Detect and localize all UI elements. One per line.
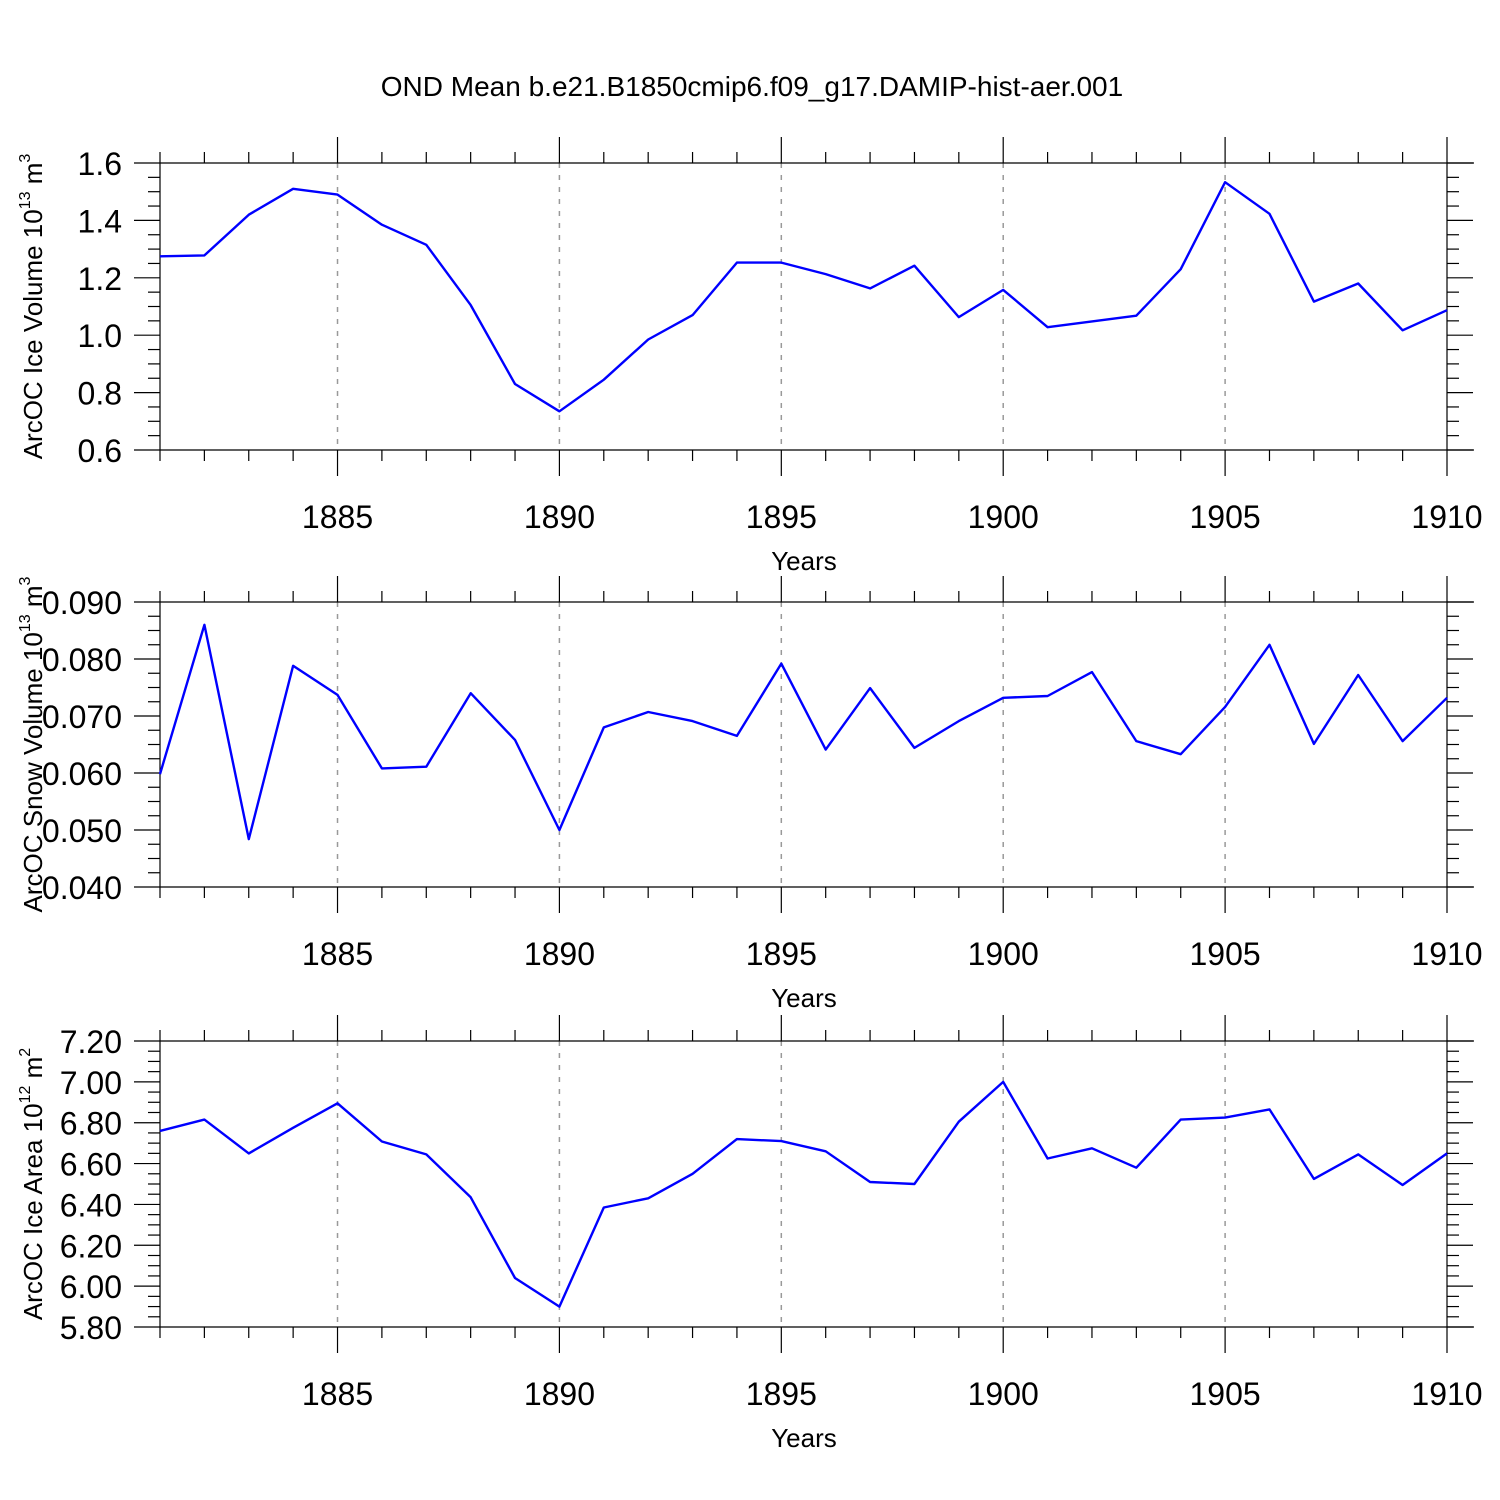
- y-axis-label-text: ArcOC Ice Area 10: [18, 1103, 48, 1320]
- x-tick-label: 1905: [1190, 1376, 1261, 1412]
- y-axis-label-text: ArcOC Snow Volume 10: [18, 632, 48, 912]
- x-axis-label: Years: [771, 1423, 837, 1453]
- series-line-ice-volume: [159, 180, 1448, 413]
- panel-ice-area: 1885 1890 1895 1900 1905 1910 5.80 6.00 6.20 6.40…: [17, 1015, 1483, 1453]
- y-tick-label: 1.0: [78, 318, 122, 354]
- y-tick-label: 0.070: [42, 699, 122, 735]
- y-axis-label-unit-exponent: 3: [17, 154, 34, 163]
- y-axis-label-unit-exponent: 2: [17, 1048, 34, 1057]
- y-tick-label: 1.2: [78, 261, 122, 297]
- x-tick-label: 1885: [302, 1376, 373, 1412]
- y-axis-label: ArcOC Snow Volume 1013 m3: [17, 576, 48, 912]
- y-tick-label: 0.050: [42, 813, 122, 849]
- y-tick-label: 6.40: [60, 1187, 122, 1223]
- y-tick-label: 6.80: [60, 1106, 122, 1142]
- y-tick-label: 0.060: [42, 756, 122, 792]
- y-tick-label: 6.20: [60, 1228, 122, 1264]
- y-axis-label-unit: m: [18, 1057, 48, 1086]
- y-tick-label: 0.080: [42, 642, 122, 678]
- x-tick-label: 1890: [524, 1376, 595, 1412]
- x-tick-label: 1885: [302, 936, 373, 972]
- chart-title: OND Mean b.e21.B1850cmip6.f09_g17.DAMIP-…: [381, 71, 1123, 102]
- x-tick-label: 1910: [1411, 1376, 1482, 1412]
- x-tick-label: 1895: [746, 499, 817, 535]
- x-tick-label: 1900: [968, 936, 1039, 972]
- y-axis-label-text: ArcOC Ice Volume 10: [18, 209, 48, 459]
- y-tick-label: 1.4: [78, 203, 122, 239]
- x-tick-label: 1890: [524, 936, 595, 972]
- x-tick-label: 1895: [746, 1376, 817, 1412]
- y-tick-label: 0.090: [42, 585, 122, 621]
- y-axis-label-unit: m: [18, 163, 48, 192]
- y-tick-label: 1.6: [78, 146, 122, 182]
- x-axis-label: Years: [771, 983, 837, 1013]
- x-tick-label: 1885: [302, 499, 373, 535]
- y-axis-label-unit: m: [18, 585, 48, 614]
- x-tick-label: 1905: [1190, 499, 1261, 535]
- x-tick-label: 1890: [524, 499, 595, 535]
- y-tick-label: 5.80: [60, 1310, 122, 1346]
- y-tick-label: 0.6: [78, 433, 122, 469]
- x-tick-label: 1910: [1411, 936, 1482, 972]
- y-axis-label-exponent: 13: [17, 191, 34, 209]
- y-tick-label: 7.20: [60, 1024, 122, 1060]
- x-tick-label: 1900: [968, 1376, 1039, 1412]
- y-axis-label: ArcOC Ice Volume 1013 m3: [17, 154, 48, 460]
- panel-snow-volume: 1885 1890 1895 1900 1905 1910 0.040 0.050 0.060 0…: [17, 576, 1483, 1013]
- x-tick-label: 1895: [746, 936, 817, 972]
- panel-ice-volume: 1885 1890 1895 1900 1905 1910 0.6 0.8 1.0 1.2 1.4 1…: [17, 137, 1483, 576]
- y-tick-label: 0.8: [78, 376, 122, 412]
- y-axis-label-exponent: 12: [17, 1086, 34, 1104]
- y-axis-label-exponent: 13: [17, 614, 34, 632]
- y-tick-label: 7.00: [60, 1065, 122, 1101]
- series-line-ice-area: [159, 1080, 1448, 1308]
- y-axis-label-unit-exponent: 3: [17, 576, 34, 585]
- series-line-snow-volume: [158, 623, 1448, 841]
- x-tick-label: 1910: [1411, 499, 1482, 535]
- y-axis-label: ArcOC Ice Area 1012 m2: [17, 1048, 48, 1320]
- y-tick-label: 6.60: [60, 1147, 122, 1183]
- x-tick-label: 1900: [968, 499, 1039, 535]
- x-axis-label: Years: [771, 546, 837, 576]
- y-tick-label: 0.040: [42, 870, 122, 906]
- panels: 1885 1890 1895 1900 1905 1910 0.6 0.8 1.0 1.2 1.4 1…: [17, 137, 1483, 1453]
- y-tick-label: 6.00: [60, 1269, 122, 1305]
- x-tick-label: 1905: [1190, 936, 1261, 972]
